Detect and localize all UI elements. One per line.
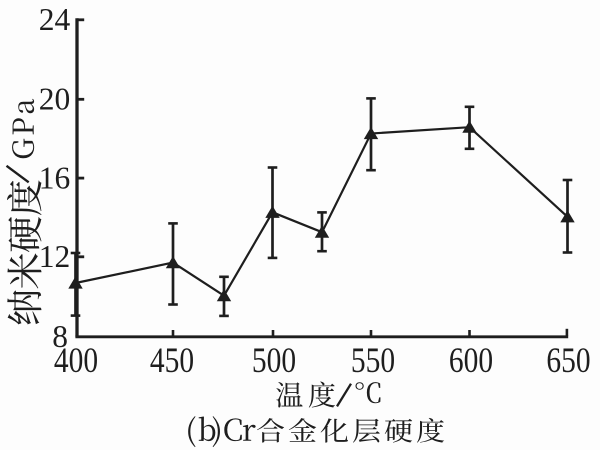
svg-text:16: 16 bbox=[39, 160, 71, 195]
svg-text:600: 600 bbox=[449, 341, 493, 380]
svg-text:650: 650 bbox=[546, 341, 590, 380]
svg-text:500: 500 bbox=[252, 341, 296, 380]
svg-text:550: 550 bbox=[351, 341, 395, 380]
svg-text:450: 450 bbox=[150, 341, 194, 380]
svg-text:24: 24 bbox=[39, 2, 71, 37]
svg-text:12: 12 bbox=[39, 239, 71, 274]
svg-text:20: 20 bbox=[39, 82, 71, 117]
svg-text:400: 400 bbox=[54, 341, 98, 380]
svg-text:8: 8 bbox=[52, 319, 68, 354]
